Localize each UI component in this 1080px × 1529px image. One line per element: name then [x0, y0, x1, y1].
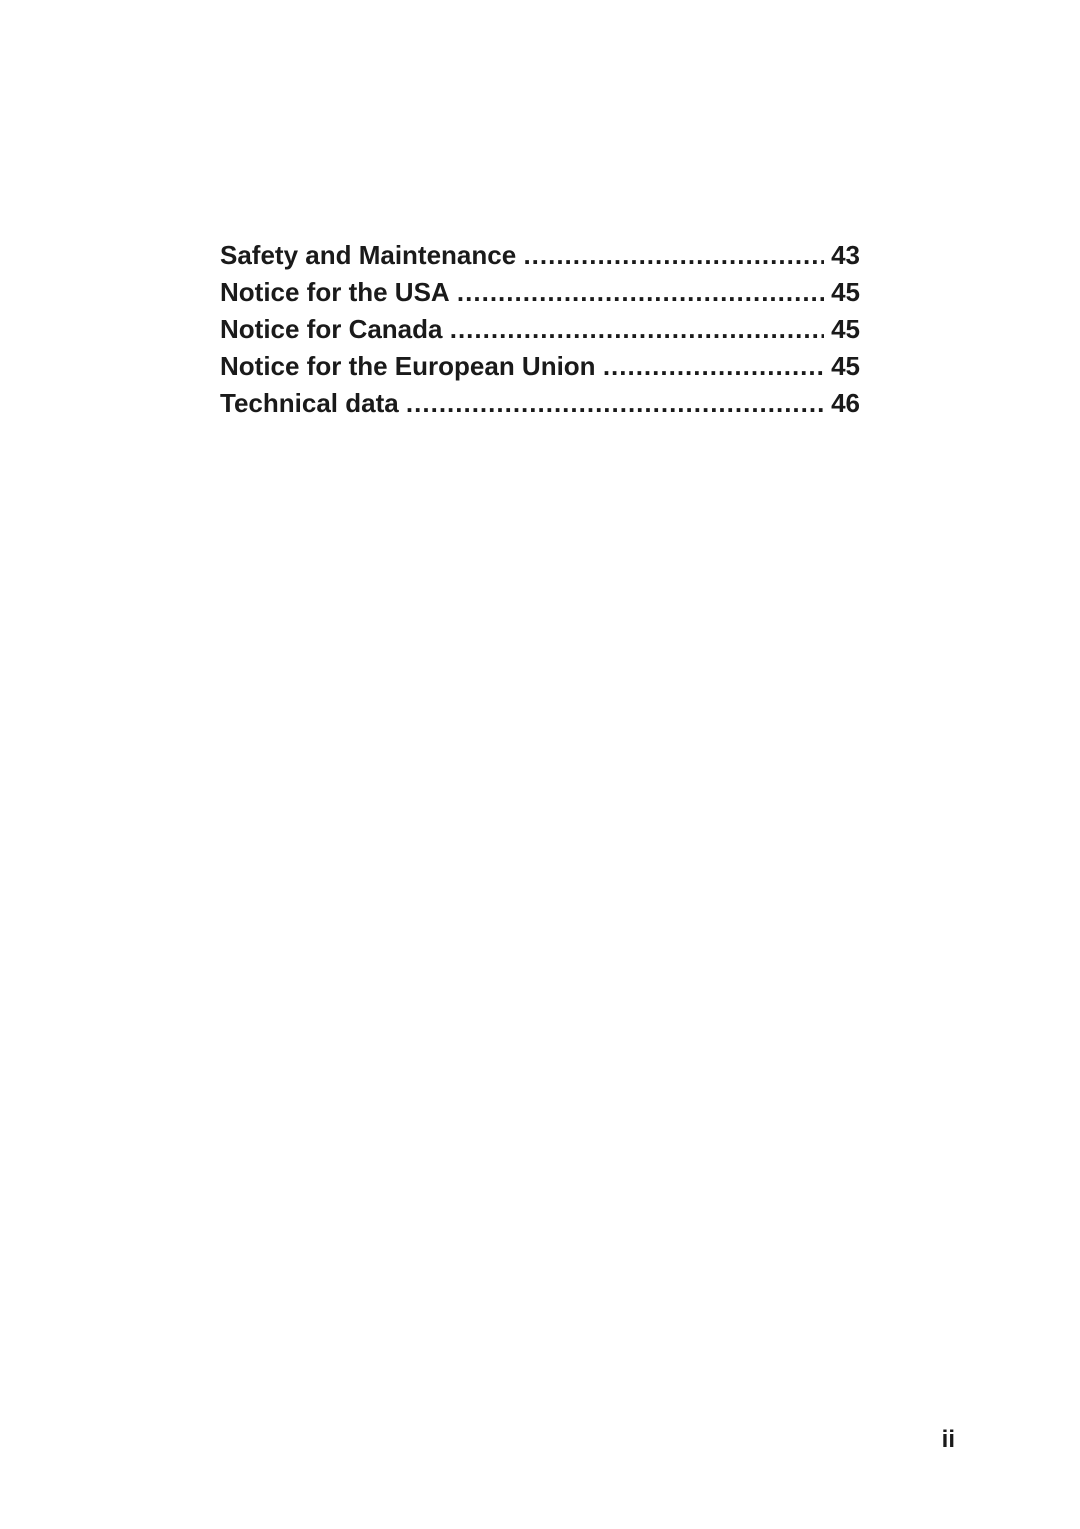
- toc-entry: Notice for the European Union ..........…: [220, 349, 860, 383]
- toc-entry: Safety and Maintenance .................…: [220, 238, 860, 272]
- toc-leader-dots: ........................................…: [406, 386, 824, 420]
- toc-title: Notice for the European Union: [220, 349, 603, 383]
- toc-leader-dots: ........................................…: [450, 312, 824, 346]
- toc-leader-dots: ........................................…: [603, 349, 824, 383]
- toc-entry: Technical data .........................…: [220, 386, 860, 420]
- toc-page-number: 43: [824, 238, 860, 272]
- toc-page-number: 45: [824, 275, 860, 309]
- toc-entry: Notice for the USA .....................…: [220, 275, 860, 309]
- footer-page-number: ii: [942, 1426, 955, 1454]
- toc-title: Notice for the USA: [220, 275, 457, 309]
- toc-title: Safety and Maintenance: [220, 238, 523, 272]
- toc-page-number: 46: [824, 386, 860, 420]
- toc-page-number: 45: [824, 312, 860, 346]
- toc-title: Notice for Canada: [220, 312, 450, 346]
- toc-entry: Notice for Canada ......................…: [220, 312, 860, 346]
- toc-container: Safety and Maintenance .................…: [220, 238, 860, 423]
- toc-page-number: 45: [824, 349, 860, 383]
- toc-leader-dots: ........................................…: [523, 238, 823, 272]
- toc-title: Technical data: [220, 386, 406, 420]
- toc-leader-dots: ........................................…: [457, 275, 824, 309]
